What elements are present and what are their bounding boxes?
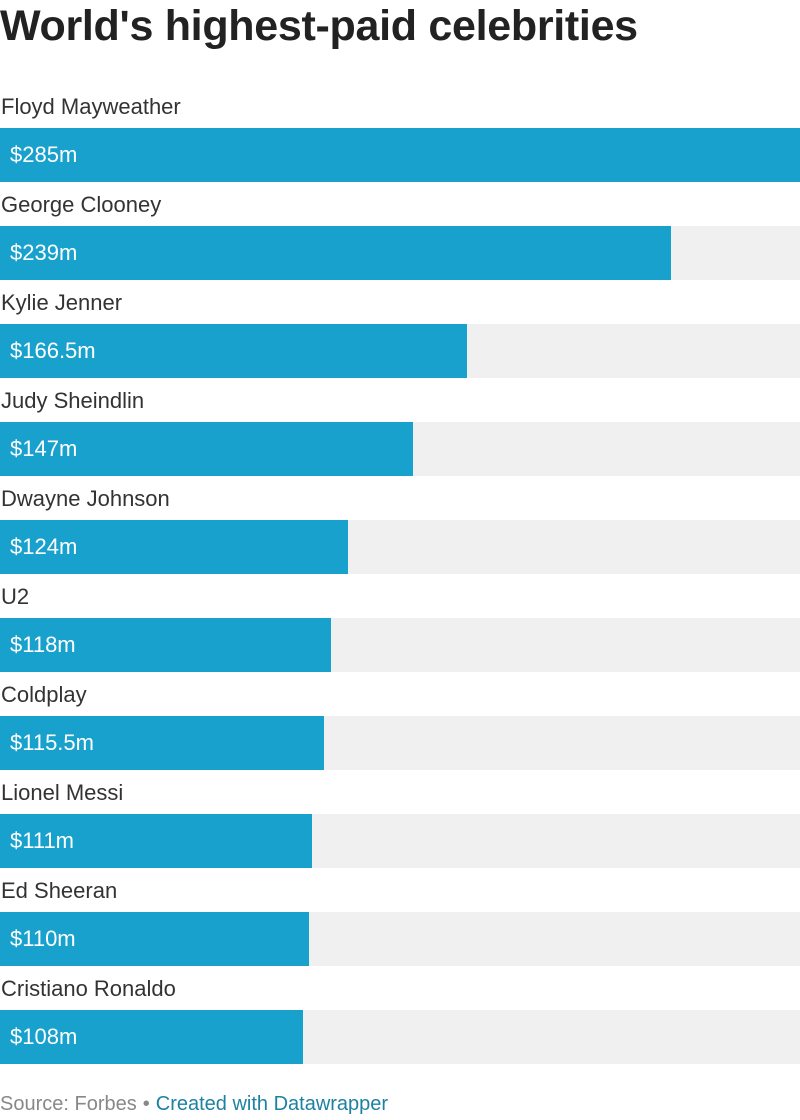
chart-title: World's highest-paid celebrities [0,2,638,50]
bar-track: $239m [0,226,800,280]
category-label: Coldplay [1,682,87,707]
bar-value-label: $166.5m [10,338,96,363]
bar-track: $166.5m [0,324,800,378]
bar-value-label: $239m [10,240,78,265]
bar [0,226,671,280]
bar-row: Judy Sheindlin $147m [0,383,800,481]
bar-row: U2 $118m [0,579,800,677]
category-label: Kylie Jenner [1,290,123,315]
bar-value-label: $115.5m [10,730,94,755]
bar-value-label: $110m [10,926,76,951]
bar-track: $111m [0,814,800,868]
bar [0,618,331,672]
category-label: Ed Sheeran [1,878,118,903]
bar-track: $108m [0,1010,800,1064]
category-label: Floyd Mayweather [1,94,181,119]
bar-row: Floyd Mayweather $285m [0,89,800,187]
bar [0,422,413,476]
bar-value-label: $124m [10,534,78,559]
bar-track: $118m [0,618,800,672]
bar-row: Dwayne Johnson $124m [0,481,800,579]
footer-separator: • [142,1093,150,1115]
bar-value-label: $108m [10,1024,78,1049]
category-label: Lionel Messi [1,780,124,805]
bar [0,814,312,868]
bar [0,128,800,182]
bar-row: George Clooney $239m [0,187,800,285]
bar-value-label: $285m [10,142,78,167]
bar-row: Coldplay $115.5m [0,677,800,775]
bar-row: Kylie Jenner $166.5m [0,285,800,383]
category-label: Dwayne Johnson [1,486,170,511]
bar-row: Lionel Messi $111m [0,775,800,873]
bar-value-label: $147m [10,436,78,461]
category-label: Cristiano Ronaldo [1,976,176,1001]
bar [0,1010,303,1064]
bar-track: $115.5m [0,716,800,770]
bar-chart: Floyd Mayweather $285m George Clooney $239m… [0,89,800,1069]
bar [0,912,309,966]
chart-footer: Source: Forbes • Created with Datawrapper [0,1090,388,1118]
bar [0,716,324,770]
bar-value-label: $118m [10,632,76,657]
bar-track: $110m [0,912,800,966]
source-note: Source: Forbes [0,1093,137,1115]
category-label: U2 [1,584,30,609]
bar [0,324,467,378]
bar-value-label: $111m [10,828,75,853]
bar-track: $124m [0,520,800,574]
bar-row: Ed Sheeran $110m [0,873,800,971]
category-label: George Clooney [1,192,162,217]
bar-track: $285m [0,128,800,182]
datawrapper-credit-link[interactable]: Created with Datawrapper [155,1093,389,1115]
bar-track: $147m [0,422,800,476]
category-label: Judy Sheindlin [1,388,145,413]
bar [0,520,348,574]
bar-row: Cristiano Ronaldo $108m [0,971,800,1069]
